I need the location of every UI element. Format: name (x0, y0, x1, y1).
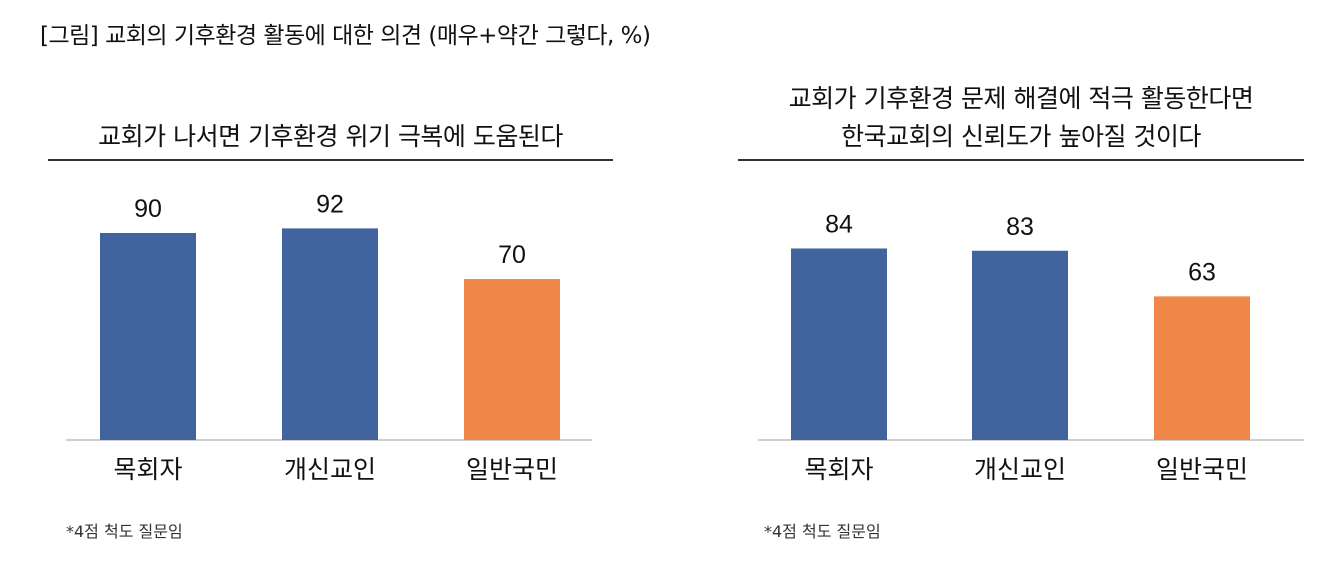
chart-left-title: 교회가 나서면 기후환경 위기 극복에 도움된다 (98, 122, 563, 151)
chart-right-data-label-2: 83 (1006, 213, 1034, 241)
chart-left-category-label-2: 개신교인 (284, 456, 376, 484)
chart-left-data-label-3: 70 (498, 241, 526, 269)
chart-right-title-line-2: 한국교회의 신뢰도가 높아질 것이다 (841, 122, 1201, 151)
chart-right-data-label-1: 84 (825, 210, 853, 238)
chart-left-bar-2 (282, 228, 378, 440)
chart-right-category-label-1: 목회자 (804, 456, 873, 484)
chart-left-bar-3 (464, 279, 560, 440)
chart-left-bar-1 (100, 233, 196, 440)
chart-left-title-rule (48, 159, 613, 161)
chart-left-category-label-1: 목회자 (113, 456, 182, 484)
chart-left-category-label-3: 일반국민 (466, 456, 558, 484)
figure-title: [그림] 교회의 기후환경 활동에 대한 의견 (매우+약간 그렇다, %) (40, 23, 651, 49)
chart-left-data-label-1: 90 (134, 195, 162, 223)
chart-right-bar-3 (1154, 296, 1250, 440)
chart-right-title-rule (738, 159, 1304, 161)
chart-left-data-label-2: 92 (316, 190, 344, 218)
chart-right-bar-1 (791, 248, 887, 440)
chart-right-plot: 84 목회자 83 개신교인 63 일반국민 (758, 210, 1304, 484)
chart-right-data-label-3: 63 (1188, 258, 1216, 286)
chart-right-note: *4점 척도 질문임 (764, 522, 881, 541)
chart-right-category-label-2: 개신교인 (974, 456, 1066, 484)
chart-right-category-label-3: 일반국민 (1156, 456, 1248, 484)
chart-left-plot: 90 목회자 92 개신교인 70 일반국민 (66, 190, 592, 484)
chart-right-bar-2 (972, 250, 1068, 440)
chart-right-title-line-1: 교회가 기후환경 문제 해결에 적극 활동한다면 (788, 84, 1254, 113)
chart-left-note: *4점 척도 질문임 (66, 522, 183, 541)
